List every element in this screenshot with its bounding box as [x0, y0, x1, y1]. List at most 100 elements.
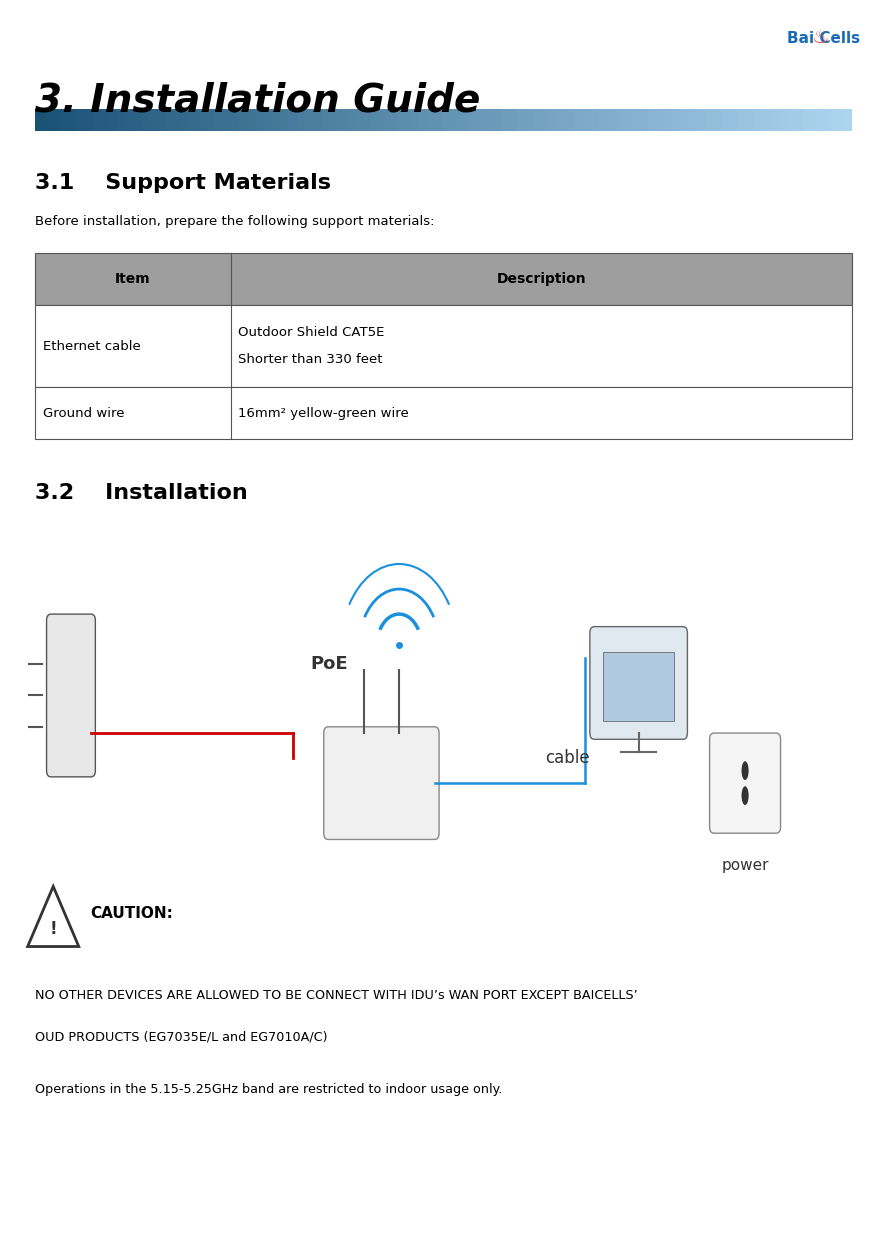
Bar — [183, 109, 191, 131]
Bar — [557, 109, 566, 131]
Bar — [150, 109, 159, 131]
Bar — [313, 109, 322, 131]
Bar — [214, 109, 224, 131]
Bar — [818, 109, 827, 131]
Bar — [402, 109, 411, 131]
Text: Ground wire: Ground wire — [43, 407, 124, 419]
Bar — [672, 109, 680, 131]
Ellipse shape — [741, 761, 748, 780]
Bar — [525, 109, 533, 131]
Bar — [272, 109, 281, 131]
Bar — [476, 109, 485, 131]
Bar — [712, 109, 721, 131]
Bar — [247, 109, 256, 131]
Bar — [354, 109, 362, 131]
Bar — [468, 109, 477, 131]
Bar — [777, 109, 786, 131]
Bar — [377, 109, 387, 131]
Bar — [631, 109, 640, 131]
Bar — [264, 109, 273, 131]
Bar — [35, 109, 44, 131]
Bar — [435, 109, 444, 131]
Bar — [35, 387, 851, 439]
Text: PoE: PoE — [310, 655, 347, 674]
Bar — [198, 109, 207, 131]
Bar — [190, 109, 199, 131]
Text: power: power — [720, 859, 768, 873]
Polygon shape — [27, 886, 79, 947]
Text: cable: cable — [545, 749, 589, 767]
Bar — [60, 109, 69, 131]
Bar — [427, 109, 436, 131]
Bar — [639, 109, 648, 131]
Bar — [565, 109, 574, 131]
FancyBboxPatch shape — [589, 626, 687, 739]
Bar — [369, 109, 378, 131]
Bar — [346, 109, 354, 131]
Bar — [166, 109, 175, 131]
Bar — [101, 109, 110, 131]
Text: !: ! — [50, 920, 57, 938]
Bar — [753, 109, 762, 131]
Bar — [174, 109, 183, 131]
Bar — [826, 109, 835, 131]
Bar — [76, 109, 85, 131]
Bar — [239, 109, 248, 131]
Bar — [573, 109, 582, 131]
Bar — [549, 109, 558, 131]
Bar — [688, 109, 696, 131]
Bar — [703, 109, 713, 131]
Bar — [329, 109, 338, 131]
Bar — [84, 109, 93, 131]
Bar — [785, 109, 795, 131]
Bar — [206, 109, 215, 131]
Bar — [590, 109, 599, 131]
Bar — [459, 109, 469, 131]
Bar — [109, 109, 118, 131]
Bar — [720, 109, 729, 131]
Bar — [223, 109, 232, 131]
Text: Bai Cells: Bai Cells — [787, 31, 859, 46]
Bar — [443, 109, 452, 131]
Bar — [255, 109, 265, 131]
Bar — [540, 109, 550, 131]
Bar — [337, 109, 346, 131]
Bar — [810, 109, 819, 131]
Text: 3. Installation Guide: 3. Installation Guide — [35, 81, 480, 119]
Ellipse shape — [741, 786, 748, 805]
Bar — [606, 109, 615, 131]
Bar — [133, 109, 143, 131]
Bar — [736, 109, 745, 131]
Text: 16mm² yellow-green wire: 16mm² yellow-green wire — [237, 407, 408, 419]
Bar — [835, 109, 843, 131]
Bar — [663, 109, 672, 131]
Bar — [35, 305, 851, 387]
Bar — [51, 109, 61, 131]
Bar — [655, 109, 664, 131]
FancyBboxPatch shape — [709, 732, 780, 834]
Text: Description: Description — [495, 272, 586, 287]
Bar — [305, 109, 314, 131]
FancyBboxPatch shape — [47, 613, 96, 776]
Text: Operations in the 5.15-5.25GHz band are restricted to indoor usage only.: Operations in the 5.15-5.25GHz band are … — [35, 1083, 502, 1096]
Bar — [394, 109, 403, 131]
Bar — [451, 109, 460, 131]
Text: Item: Item — [115, 272, 151, 287]
Bar — [500, 109, 509, 131]
Bar — [696, 109, 704, 131]
Bar — [386, 109, 395, 131]
Bar — [296, 109, 306, 131]
Text: Outdoor Shield CAT5E: Outdoor Shield CAT5E — [237, 326, 384, 339]
Text: ♨: ♨ — [811, 28, 828, 46]
Text: Before installation, prepare the following support materials:: Before installation, prepare the followi… — [35, 215, 434, 228]
Bar — [509, 109, 517, 131]
Bar — [794, 109, 803, 131]
Bar — [532, 109, 541, 131]
Bar — [680, 109, 688, 131]
Text: 3.2    Installation: 3.2 Installation — [35, 483, 248, 503]
Bar — [761, 109, 770, 131]
Bar — [158, 109, 167, 131]
Text: CAUTION:: CAUTION: — [90, 906, 173, 921]
FancyBboxPatch shape — [323, 726, 439, 840]
Bar — [361, 109, 370, 131]
